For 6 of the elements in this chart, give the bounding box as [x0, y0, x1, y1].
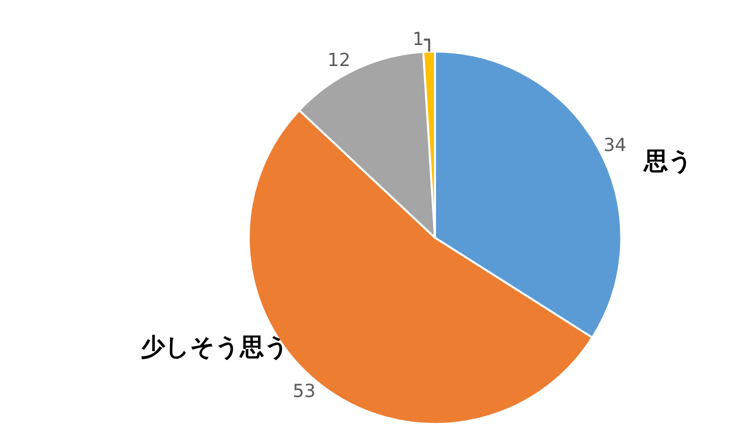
data-label: 34	[603, 135, 626, 156]
slice-label: 少しそう思う	[141, 333, 289, 361]
data-label: 53	[292, 380, 316, 402]
data-label: 12	[328, 50, 350, 72]
data-label: 1	[412, 29, 424, 50]
slice-label: 思う	[643, 147, 693, 175]
